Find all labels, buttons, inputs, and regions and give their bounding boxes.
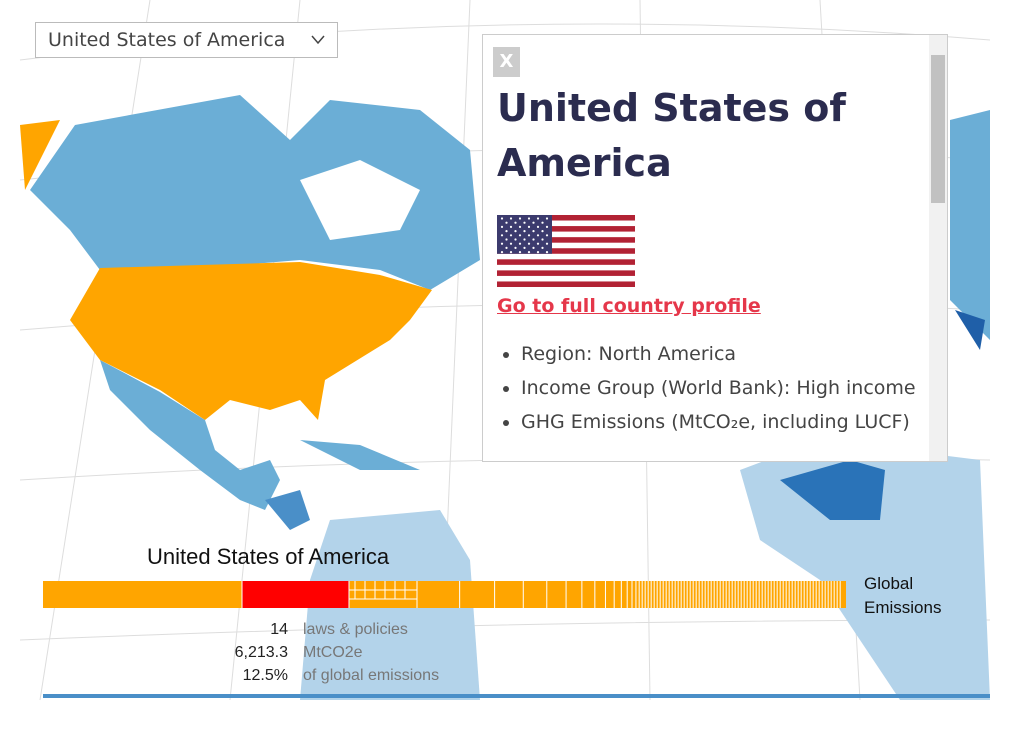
flag-star	[514, 246, 517, 249]
flag-stripe	[497, 253, 635, 260]
scroll-thumb[interactable]	[931, 55, 945, 203]
flag-star	[527, 242, 531, 245]
flag-star	[536, 234, 540, 237]
flag-star	[545, 242, 549, 245]
flag-star	[523, 238, 526, 241]
flag-star	[500, 234, 504, 237]
bar-selected	[242, 581, 349, 608]
flag-star	[514, 230, 517, 233]
flag-stripe	[497, 237, 635, 243]
flag	[497, 215, 635, 287]
flag-stripe	[497, 275, 635, 282]
info-item: Income Group (World Bank): High income	[521, 375, 921, 402]
flag-star	[514, 221, 517, 224]
flag-star	[509, 251, 513, 254]
flag-star	[536, 225, 540, 228]
country-dropdown[interactable]: United States of America	[35, 22, 338, 58]
flag-star	[527, 251, 531, 254]
dropdown-text: United States of America	[48, 29, 286, 51]
flag-star	[500, 217, 504, 220]
flag-stripe	[497, 264, 635, 271]
flag-star	[532, 246, 535, 249]
country-popup: X United States of America Go to full co…	[482, 34, 948, 462]
flag-star	[505, 246, 508, 249]
flag-star	[523, 230, 526, 233]
stat-value: 12.5%	[242, 667, 288, 684]
flag-star	[500, 225, 504, 228]
flag-star	[545, 251, 549, 254]
flag-star	[536, 217, 540, 220]
flag-star	[514, 238, 517, 241]
flag-star	[541, 230, 544, 233]
close-button[interactable]: X	[493, 47, 520, 77]
flag-stripe	[497, 281, 635, 287]
flag-star	[505, 238, 508, 241]
flag-star	[545, 234, 549, 237]
flag-stripe	[497, 242, 635, 249]
stat-value: 14	[270, 621, 288, 638]
popup-title: United States of America	[497, 86, 846, 185]
flag-star	[505, 221, 508, 224]
flag-star	[505, 230, 508, 233]
flag-stripe	[497, 259, 635, 266]
flag-star	[509, 234, 513, 237]
stat-unit: laws & policies	[303, 621, 408, 638]
flag-star	[545, 217, 549, 220]
flag-star	[509, 217, 513, 220]
profile-link[interactable]: Go to full country profile	[497, 295, 761, 317]
flag-star	[541, 221, 544, 224]
info-item: Region: North America	[521, 341, 921, 368]
flag-star	[518, 251, 522, 254]
flag-star	[518, 242, 522, 245]
stat-unit: of global emissions	[303, 667, 440, 684]
flag-star	[509, 242, 513, 245]
bar-bg	[43, 581, 846, 608]
info-list: Region: North America Income Group (World…	[497, 341, 921, 443]
flag-stripe	[497, 248, 635, 255]
flag-star	[518, 217, 522, 220]
info-item: GHG Emissions (MtCO₂e, including LUCF)	[521, 409, 921, 436]
flag-star	[527, 234, 531, 237]
flag-star	[500, 251, 504, 254]
flag-stripe	[497, 215, 635, 221]
chevron	[311, 35, 325, 45]
stat-unit: MtCO2e	[303, 644, 363, 661]
flag-star	[536, 242, 540, 245]
flag-star	[509, 225, 513, 228]
flag-star	[532, 238, 535, 241]
flag-star	[527, 217, 531, 220]
flag-stripe	[497, 270, 635, 277]
flag-star	[532, 221, 535, 224]
flag-star	[523, 246, 526, 249]
flag-stripe	[497, 226, 635, 232]
emissions-bar	[43, 581, 846, 608]
flag-star	[532, 230, 535, 233]
stat-value: 6,213.3	[234, 644, 288, 661]
flag-stripe	[497, 231, 635, 238]
flag-star	[541, 238, 544, 241]
flag-star	[518, 234, 522, 237]
flag-star	[518, 225, 522, 228]
flag-stripe	[497, 220, 635, 227]
global-label: Global Emissions	[864, 574, 942, 617]
flag-star	[536, 251, 540, 254]
bar-title: United States of America	[147, 544, 390, 569]
flag-star	[500, 242, 504, 245]
flag-star	[545, 225, 549, 228]
flag-star	[541, 246, 544, 249]
flag-star	[523, 221, 526, 224]
flag-star	[527, 225, 531, 228]
